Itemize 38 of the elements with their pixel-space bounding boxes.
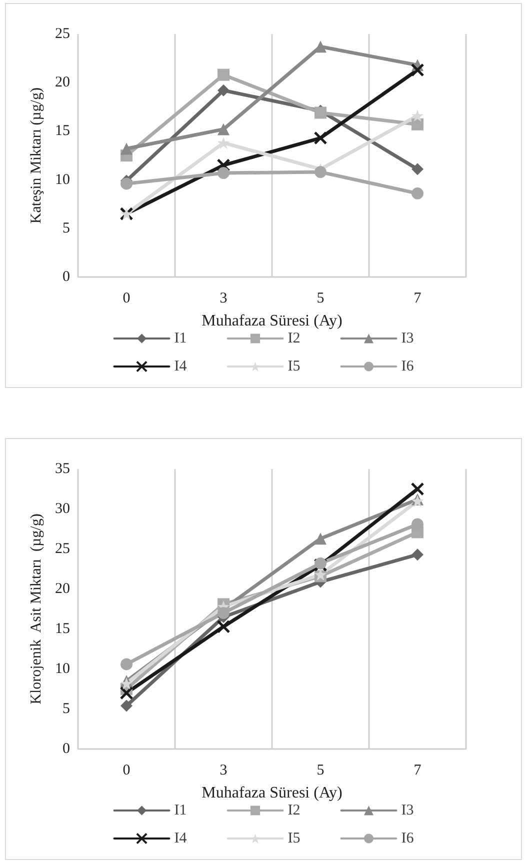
x-tick-label: 7 [414, 762, 422, 778]
y-tick-label: 10 [55, 661, 70, 677]
y-axis-title: Klorojenik Asit Miktarı (µg/g) [28, 514, 44, 704]
y-axis-title: Kateşin Miktarı (µg/g) [28, 87, 44, 224]
y-tick-label: 25 [55, 541, 70, 557]
y-tick-label: 10 [55, 172, 70, 188]
legend-label: I2 [288, 802, 300, 818]
x-tick-label: 5 [316, 762, 324, 778]
y-tick-label: 15 [55, 123, 70, 140]
y-tick-label: 25 [55, 26, 70, 42]
x-axis-title: Muhafaza Süresi (Ay) [202, 784, 342, 802]
y-tick-label: 0 [62, 741, 70, 757]
legend-label: I5 [288, 358, 300, 374]
y-tick-label: 20 [55, 74, 70, 91]
legend-label: I6 [401, 358, 414, 374]
y-tick-label: 5 [62, 220, 70, 236]
legend-label: I2 [288, 330, 300, 346]
legend-label: I4 [174, 830, 188, 846]
x-axis-title: Muhafaza Süresi (Ay) [202, 312, 342, 330]
x-tick-label: 5 [316, 290, 324, 306]
x-tick-label: 3 [220, 290, 228, 306]
x-tick-label: 0 [122, 762, 130, 778]
y-tick-label: 0 [62, 269, 70, 285]
legend-label: I3 [401, 802, 414, 818]
x-tick-label: 3 [220, 762, 228, 778]
x-tick-label: 7 [414, 290, 422, 306]
legend-label: I1 [174, 802, 187, 818]
legend-label: I1 [174, 330, 187, 346]
y-tick-label: 15 [55, 621, 70, 637]
legend-label: I4 [174, 358, 188, 374]
legend-label: I5 [288, 830, 300, 846]
y-tick-label: 5 [62, 701, 70, 717]
y-tick-label: 20 [55, 581, 70, 597]
x-tick-label: 0 [122, 290, 130, 306]
legend-label: I6 [401, 830, 414, 846]
y-tick-label: 30 [55, 501, 70, 517]
y-tick-label: 35 [55, 461, 70, 477]
legend-label: I3 [401, 330, 414, 346]
